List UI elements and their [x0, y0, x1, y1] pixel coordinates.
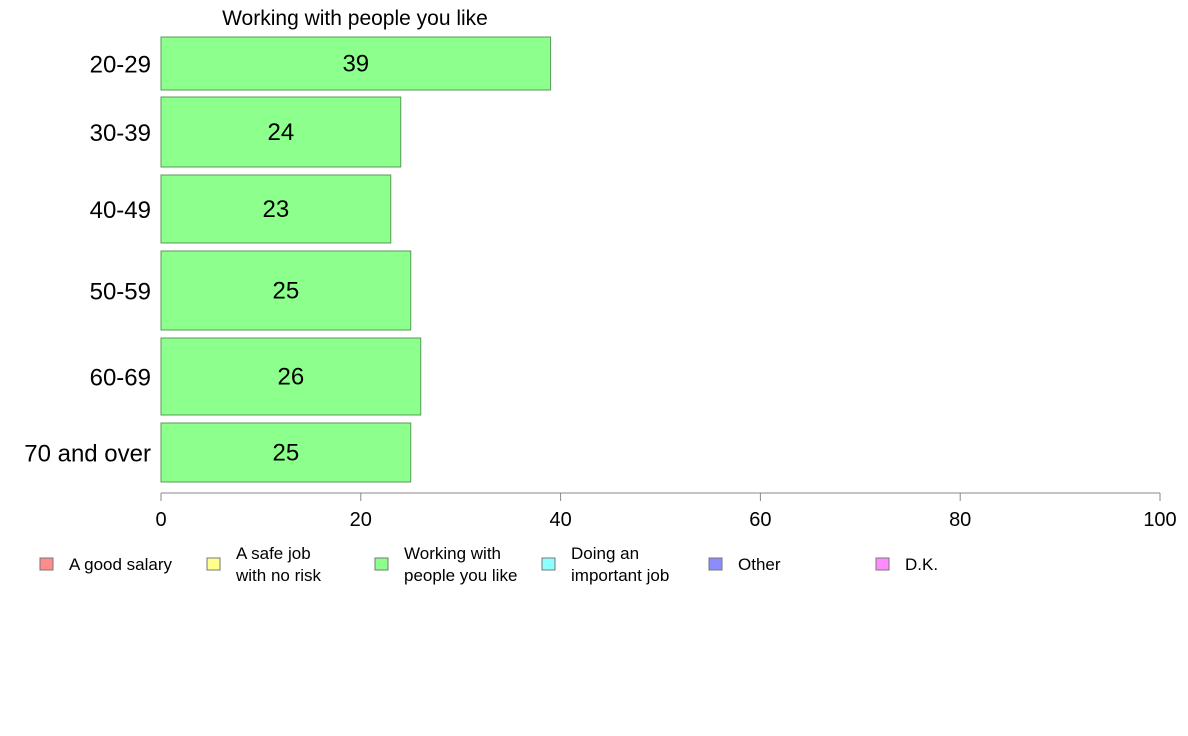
category-label: 30-39	[90, 120, 151, 147]
category-label: 50-59	[90, 279, 151, 306]
legend-label: A safe job	[236, 544, 311, 563]
legend-label: D.K.	[905, 555, 938, 574]
bar-60-69	[160, 337, 422, 416]
legend-label: important job	[571, 566, 669, 585]
bars-group: 39 20-29 24 30-39 23 40-49 25 50-59 26 60-69 25 70 …	[24, 36, 552, 483]
x-axis: 0 20 40 60 80 100	[155, 492, 1177, 531]
legend-swatch	[708, 557, 723, 571]
data-label: 25	[273, 440, 300, 467]
category-label: 40-49	[90, 197, 151, 224]
legend-swatch	[39, 557, 54, 571]
data-label: 24	[268, 119, 295, 146]
category-label: 60-69	[90, 365, 151, 392]
category-label: 70 and over	[24, 441, 151, 468]
legend-swatch	[875, 557, 890, 571]
legend-label: Other	[738, 555, 781, 574]
legend-label: A good salary	[69, 555, 173, 574]
data-label: 26	[278, 364, 305, 391]
data-label: 23	[263, 196, 290, 223]
x-tick-label: 100	[1143, 509, 1176, 531]
bar-40-49	[160, 174, 392, 244]
x-tick-label: 0	[155, 509, 166, 531]
bar-70-and-over	[160, 422, 412, 483]
chart-title: Working with people you like	[222, 7, 488, 30]
legend-label: Working with	[404, 544, 501, 563]
category-label: 20-29	[90, 52, 151, 79]
x-tick-label: 60	[749, 509, 771, 531]
legend-label: with no risk	[235, 566, 322, 585]
bar-50-59	[160, 250, 412, 331]
x-tick-label: 20	[350, 509, 372, 531]
legend: A good salary A safe job with no risk Worki…	[39, 544, 938, 585]
data-label: 25	[273, 278, 300, 305]
legend-label: Doing an	[571, 544, 639, 563]
legend-swatch	[541, 557, 556, 571]
legend-swatch	[374, 557, 389, 571]
bar-30-39	[160, 96, 402, 168]
bar-20-29	[160, 36, 552, 91]
legend-swatch	[206, 557, 221, 571]
x-tick-label: 40	[549, 509, 571, 531]
data-label: 39	[342, 51, 369, 78]
legend-label: people you like	[404, 566, 517, 585]
x-tick-label: 80	[949, 509, 971, 531]
